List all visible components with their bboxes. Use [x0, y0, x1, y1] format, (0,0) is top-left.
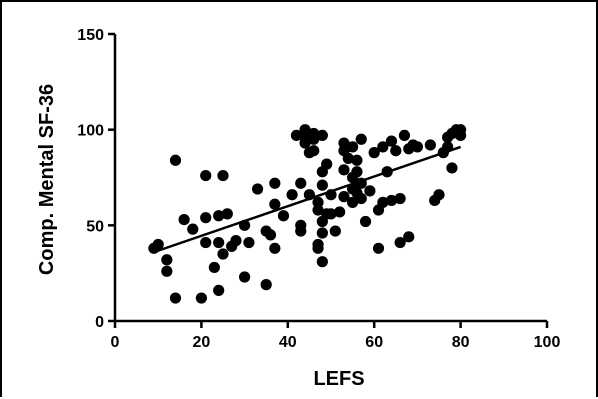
tick-marks — [108, 32, 549, 328]
data-point — [260, 279, 272, 291]
data-point — [169, 292, 182, 304]
data-point — [295, 177, 307, 189]
data-point — [269, 177, 281, 189]
data-point — [316, 256, 328, 268]
data-point — [308, 127, 320, 140]
data-point — [377, 196, 389, 208]
data-point — [355, 133, 367, 145]
data-point — [325, 208, 337, 220]
data-point — [342, 152, 354, 164]
data-point — [221, 208, 233, 220]
data-point — [213, 236, 225, 249]
data-point — [299, 131, 311, 143]
data-point — [411, 141, 423, 153]
data-point — [390, 145, 402, 157]
data-point — [178, 213, 190, 226]
data-point — [398, 129, 411, 142]
data-point — [424, 139, 436, 151]
data-point — [394, 236, 406, 249]
data-point — [290, 129, 303, 142]
data-point — [312, 204, 324, 216]
tick-labels: 0 20 40 60 80 100 0 50 100 150 — [77, 27, 560, 351]
data-point — [161, 265, 173, 277]
data-point — [213, 210, 225, 222]
data-point — [239, 271, 251, 283]
axes — [113, 34, 547, 323]
data-point — [200, 212, 212, 224]
data-point — [355, 192, 367, 205]
data-point — [187, 223, 199, 235]
trendline — [153, 145, 462, 254]
data-point — [455, 129, 467, 142]
x-tick-label: 40 — [279, 334, 297, 351]
data-point — [385, 194, 398, 207]
data-point — [251, 183, 264, 195]
x-tick-label: 100 — [534, 334, 561, 351]
y-tick-label: 50 — [86, 218, 104, 235]
data-point — [351, 154, 363, 166]
data-point — [161, 254, 173, 266]
data-point — [269, 198, 281, 210]
data-point — [312, 242, 324, 254]
data-point — [299, 124, 311, 136]
data-point — [329, 225, 341, 237]
data-point — [364, 185, 376, 197]
y-tick-label: 150 — [77, 27, 104, 44]
data-point — [217, 169, 229, 182]
data-point — [433, 189, 445, 201]
data-point — [200, 169, 212, 182]
y-axis-title: Comp. Mental SF-36 — [36, 84, 58, 275]
data-point — [295, 225, 307, 237]
data-point — [403, 231, 415, 243]
x-tick-label: 60 — [365, 334, 383, 351]
data-point — [195, 292, 207, 304]
data-point — [208, 261, 220, 274]
data-point — [446, 162, 458, 174]
data-point — [347, 196, 359, 208]
data-point — [152, 238, 164, 251]
data-point — [243, 236, 255, 249]
data-point — [394, 192, 406, 205]
y-tick-label: 100 — [77, 123, 104, 140]
data-point — [338, 191, 350, 203]
data-point — [385, 135, 398, 147]
data-point — [200, 236, 212, 249]
data-point — [316, 227, 328, 239]
data-point — [264, 229, 277, 241]
data-point — [286, 189, 298, 201]
data-point — [368, 147, 380, 159]
x-tick-label: 0 — [111, 334, 120, 351]
y-tick-label: 0 — [95, 314, 104, 331]
data-point — [269, 242, 281, 254]
data-point — [230, 235, 242, 247]
data-point — [351, 166, 363, 178]
data-points — [148, 124, 467, 304]
data-point — [321, 158, 333, 170]
trendline-group — [153, 145, 462, 254]
data-point — [338, 137, 350, 149]
data-point — [316, 179, 328, 191]
data-point — [308, 145, 320, 157]
data-point — [372, 242, 385, 254]
x-tick-label: 20 — [193, 334, 211, 351]
x-tick-label: 80 — [452, 334, 470, 351]
data-point — [338, 164, 350, 176]
data-point — [359, 215, 372, 228]
x-axis-title: LEFS — [313, 368, 364, 390]
data-point — [334, 206, 346, 218]
data-point — [169, 154, 182, 166]
data-point — [217, 248, 229, 260]
data-point — [377, 141, 389, 153]
data-point — [316, 129, 328, 142]
data-point — [312, 196, 324, 208]
data-point — [213, 284, 225, 296]
data-point — [347, 141, 359, 153]
data-point — [277, 210, 290, 222]
